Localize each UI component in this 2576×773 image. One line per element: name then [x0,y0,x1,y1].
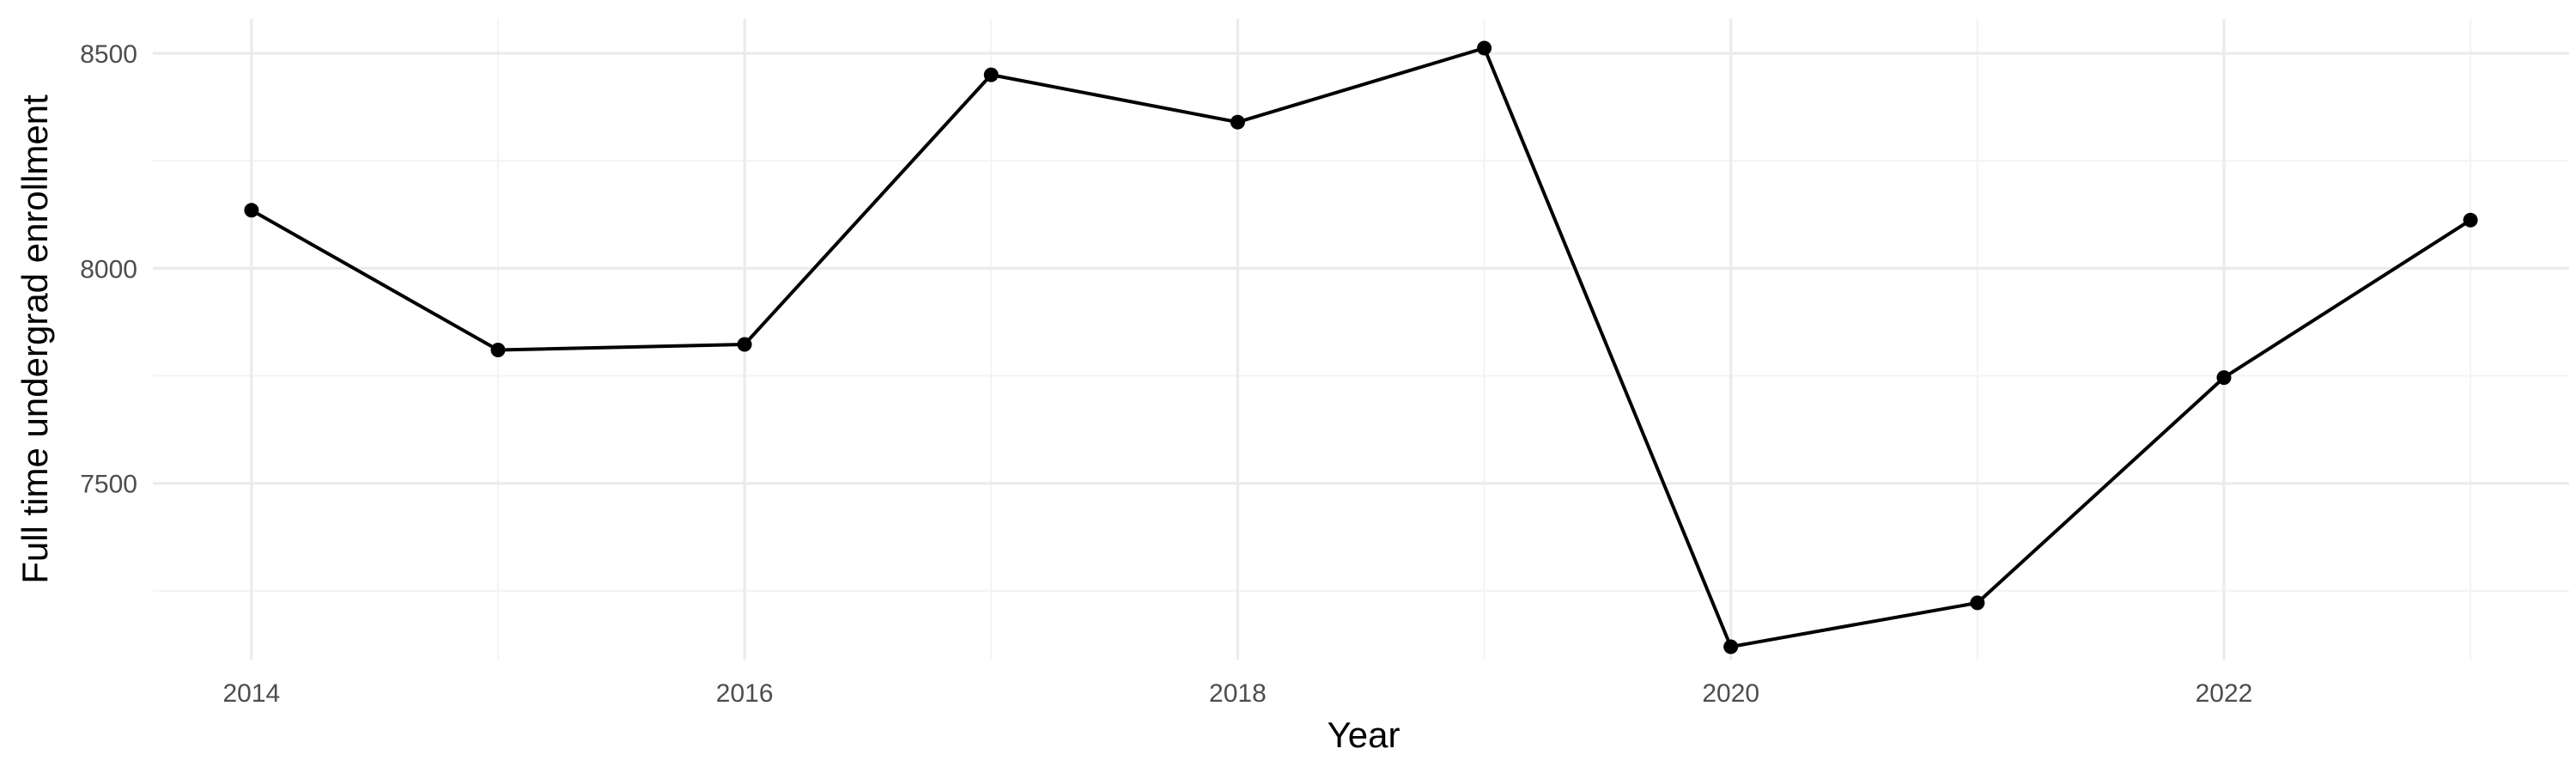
data-point [490,343,506,357]
data-point [2463,212,2478,228]
y-tick-label: 8500 [80,40,137,69]
x-axis-tick-labels: 2014 2016 2018 2020 2022 [222,679,2252,708]
data-point [1723,639,1739,654]
data-point [737,337,752,352]
data-point [983,67,999,82]
y-tick-label: 7500 [80,471,137,499]
y-tick-label: 8000 [80,255,137,283]
x-tick-label: 2020 [1702,679,1759,708]
series-layer [244,40,2478,654]
x-axis-title: Year [1327,715,1400,755]
y-axis-tick-labels: 7500 8000 8500 [80,40,137,499]
y-axis-title: Full time undergrad enrollment [15,94,55,584]
data-point [1970,595,1985,611]
x-tick-label: 2022 [2196,679,2253,708]
data-point [1230,114,1245,130]
x-tick-label: 2018 [1209,679,1267,708]
data-point [244,203,259,218]
x-tick-label: 2016 [716,679,774,708]
x-tick-label: 2014 [222,679,280,708]
major-gridlines [153,19,2569,660]
minor-gridlines [153,19,2569,660]
series-line [249,46,2473,648]
data-point [2216,370,2232,386]
data-point [1477,40,1492,56]
